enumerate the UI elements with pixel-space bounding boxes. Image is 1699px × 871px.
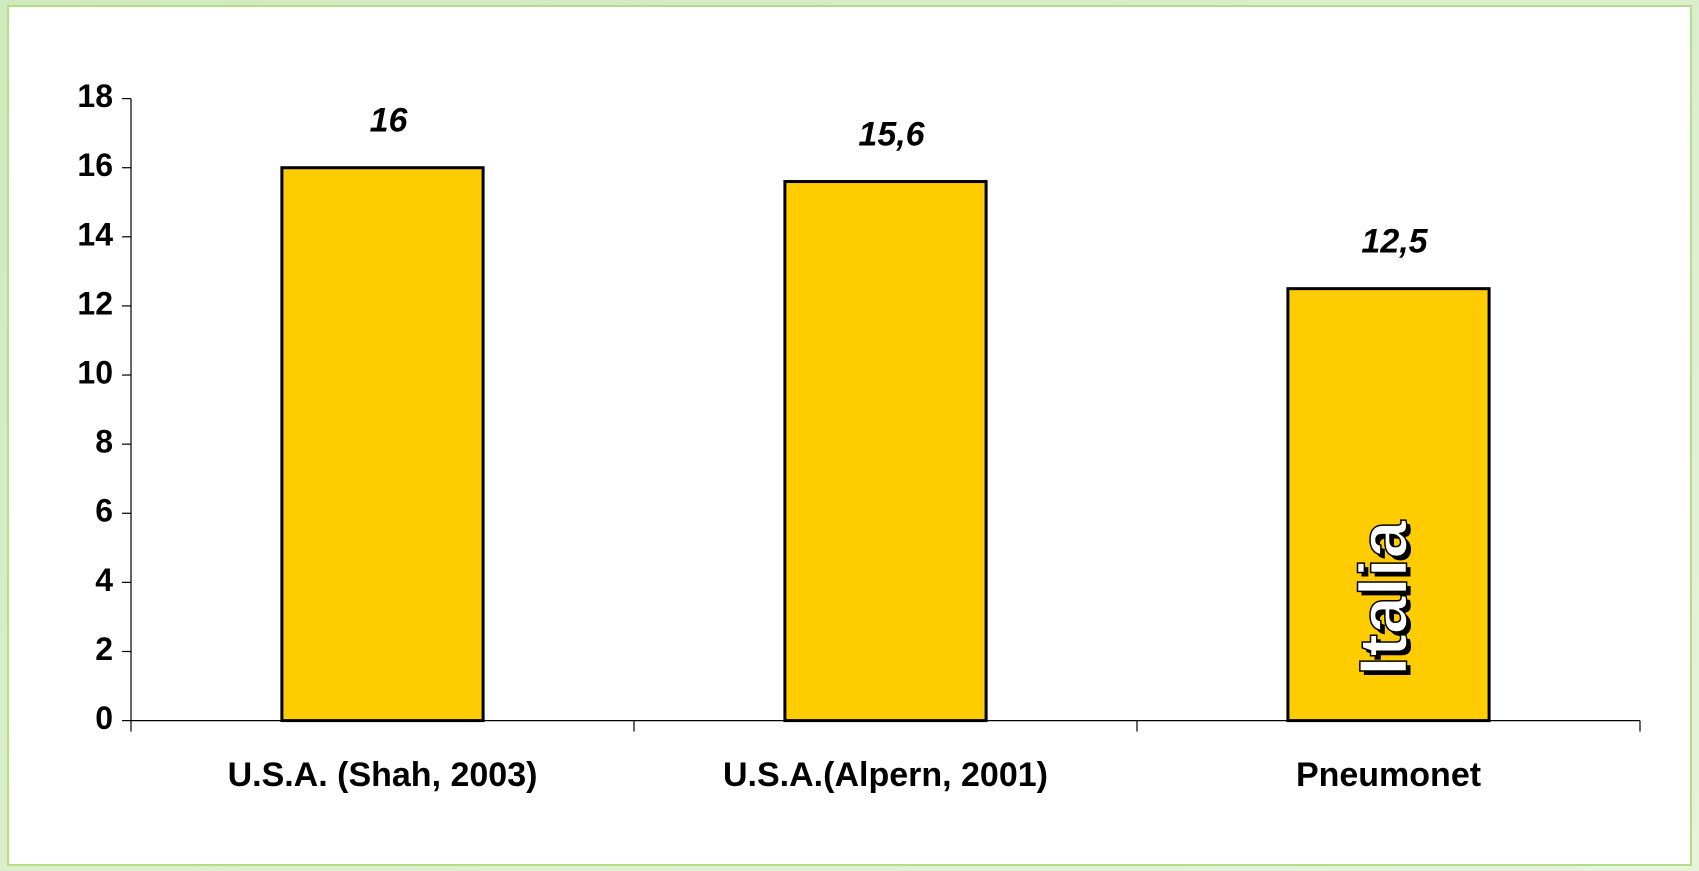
y-tick-label: 16 bbox=[77, 147, 113, 183]
y-tick-label: 2 bbox=[95, 631, 113, 667]
annotation: Italia bbox=[1345, 519, 1421, 675]
y-tick-label: 6 bbox=[95, 493, 113, 529]
value-label: 16 bbox=[370, 102, 409, 140]
y-tick-label: 12 bbox=[77, 285, 113, 321]
y-tick-label: 10 bbox=[77, 354, 113, 390]
annotation-shadow: Italia bbox=[1349, 523, 1425, 679]
bar bbox=[1286, 287, 1491, 723]
y-tick-label: 18 bbox=[77, 78, 113, 114]
y-tick-label: 14 bbox=[77, 216, 113, 252]
bar bbox=[783, 180, 988, 723]
value-label: 12,5 bbox=[1361, 223, 1428, 261]
value-label: 15,6 bbox=[858, 116, 925, 154]
bar bbox=[280, 166, 485, 723]
x-tick-label: Pneumonet bbox=[1296, 756, 1481, 794]
y-tick-label: 0 bbox=[95, 700, 113, 736]
y-tick-label: 8 bbox=[95, 424, 113, 460]
y-tick-label: 4 bbox=[95, 562, 113, 598]
x-tick-label: U.S.A. (Shah, 2003) bbox=[228, 756, 538, 794]
x-tick-label: U.S.A.(Alpern, 2001) bbox=[723, 756, 1048, 794]
